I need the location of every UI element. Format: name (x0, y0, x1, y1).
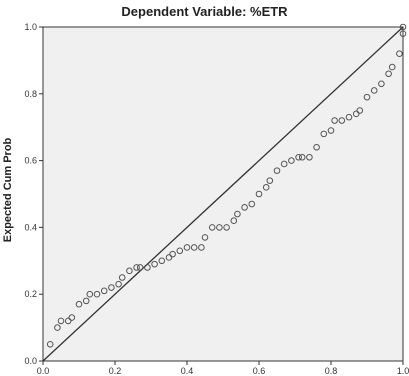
data-point (75, 300, 83, 308)
x-tick-label: 0.8 (325, 366, 338, 376)
data-point (255, 190, 263, 198)
data-point (64, 317, 72, 325)
reference-line (42, 26, 404, 362)
data-point (46, 341, 54, 348)
y-tick-label: 0.8 (24, 89, 37, 99)
data-point (230, 217, 238, 225)
data-point (208, 224, 216, 231)
data-point (320, 130, 328, 138)
data-point (370, 87, 378, 94)
data-point (280, 160, 288, 168)
x-tick-label: 0.2 (109, 366, 122, 376)
data-point (126, 267, 133, 275)
data-point (144, 264, 151, 271)
data-point (338, 117, 346, 124)
data-point (399, 30, 407, 37)
data-point (396, 50, 403, 58)
x-tick-label: 0.6 (253, 366, 266, 376)
data-point (295, 153, 302, 161)
data-point (266, 177, 274, 184)
data-point (183, 244, 191, 251)
data-point (306, 153, 313, 161)
data-point (234, 210, 241, 218)
data-point (68, 314, 76, 321)
x-tick-label: 0.0 (37, 366, 50, 376)
data-point (216, 224, 223, 231)
data-point (385, 70, 392, 78)
y-tick-label: 0.4 (24, 222, 37, 232)
data-point (93, 290, 101, 298)
data-point (176, 247, 184, 255)
data-point (86, 290, 94, 298)
data-point (136, 264, 144, 271)
y-tick-label: 0.2 (24, 289, 37, 299)
data-point (169, 250, 176, 258)
data-point (388, 63, 396, 71)
data-point (201, 234, 209, 241)
data-point (248, 200, 256, 208)
data-point (241, 204, 248, 211)
x-tick-label: 1.0 (397, 366, 409, 376)
y-tick-label: 0.0 (24, 356, 37, 366)
data-point (363, 93, 371, 101)
data-point (190, 244, 198, 251)
data-point (108, 284, 115, 291)
data-point (82, 297, 90, 305)
data-point (313, 143, 320, 151)
data-point (115, 280, 122, 288)
data-point (378, 80, 385, 88)
y-tick-label: 0.6 (24, 156, 37, 166)
data-point (198, 244, 205, 251)
data-point (100, 287, 108, 295)
data-point (399, 23, 407, 31)
data-point (327, 127, 335, 134)
data-point (356, 107, 364, 114)
data-point (273, 167, 281, 174)
x-tick-label: 0.4 (181, 366, 194, 376)
data-point (151, 260, 158, 268)
data-point (352, 110, 360, 118)
data-point (57, 317, 65, 325)
y-tick-label: 1.0 (24, 22, 37, 32)
data-point (54, 324, 61, 331)
data-point (223, 224, 230, 231)
data-point (133, 264, 140, 271)
data-point (158, 257, 166, 265)
data-point (165, 254, 173, 261)
data-point (118, 274, 126, 281)
data-point (331, 117, 338, 124)
data-point (298, 153, 306, 161)
data-point (345, 113, 353, 121)
chart-title: Dependent Variable: %ETR (121, 4, 288, 19)
data-point (288, 157, 295, 164)
data-point (262, 184, 270, 191)
